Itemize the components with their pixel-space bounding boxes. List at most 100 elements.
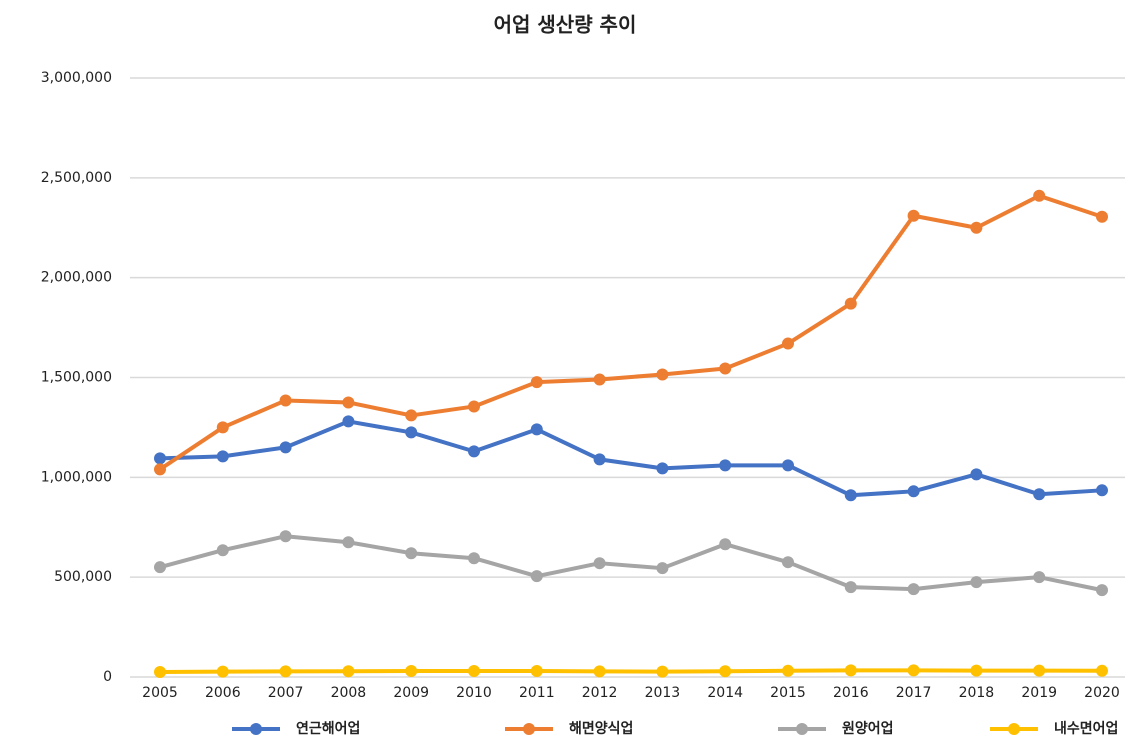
data-point <box>719 538 732 551</box>
chart-title: 어업 생산량 추이 <box>494 13 637 37</box>
legend-label: 해면양식업 <box>569 720 633 737</box>
data-point <box>154 666 166 679</box>
data-point <box>530 665 543 678</box>
legend-label: 내수면어업 <box>1054 720 1118 737</box>
x-tick-label: 2013 <box>645 685 681 701</box>
data-point <box>844 489 857 502</box>
series-line <box>159 668 1103 675</box>
data-point <box>279 665 292 678</box>
y-tick-label: 2,000,000 <box>41 270 112 286</box>
x-tick-label: 2009 <box>393 685 429 701</box>
data-point <box>782 337 794 350</box>
x-tick-label: 2017 <box>896 685 932 701</box>
data-point <box>405 547 418 560</box>
x-tick-label: 2015 <box>770 685 806 701</box>
data-point <box>1096 484 1108 497</box>
data-point <box>154 452 166 465</box>
data-point <box>405 665 418 678</box>
data-point <box>1096 584 1108 597</box>
x-tick-label: 2014 <box>707 685 743 701</box>
data-point <box>970 576 983 589</box>
data-point <box>405 426 418 439</box>
data-point <box>844 297 857 310</box>
data-point <box>970 664 983 677</box>
data-point <box>405 409 418 422</box>
x-tick-label: 2010 <box>456 685 492 701</box>
data-point <box>530 570 543 583</box>
data-point <box>719 362 732 375</box>
data-point <box>593 665 606 678</box>
data-point <box>782 664 794 677</box>
x-tick-label: 2005 <box>142 685 178 701</box>
series-line <box>159 419 1103 498</box>
data-point <box>1096 664 1108 677</box>
data-point <box>719 665 732 678</box>
y-tick-label: 1,500,000 <box>41 370 112 386</box>
legend-swatch-dot <box>796 723 808 735</box>
data-point <box>216 665 229 678</box>
y-tick-label: 0 <box>103 669 112 685</box>
series-line <box>159 534 1103 593</box>
data-point <box>154 561 166 574</box>
data-point <box>154 463 166 476</box>
data-point <box>530 423 543 436</box>
x-tick-label: 2020 <box>1084 685 1120 701</box>
y-tick-label: 500,000 <box>54 569 112 585</box>
data-point <box>844 581 857 594</box>
y-tick-label: 3,000,000 <box>41 70 112 86</box>
x-tick-label: 2016 <box>833 685 869 701</box>
data-point <box>216 544 229 557</box>
y-tick-label: 1,000,000 <box>41 469 112 485</box>
data-point <box>468 665 480 678</box>
x-tick-label: 2006 <box>205 685 241 701</box>
data-point <box>468 400 480 413</box>
data-point <box>593 557 606 570</box>
legend-label: 연근해어업 <box>296 720 360 737</box>
data-point <box>844 664 857 677</box>
legend-swatch-dot <box>523 723 535 735</box>
data-point <box>468 552 480 565</box>
data-point <box>1096 210 1108 223</box>
data-point <box>782 556 794 569</box>
data-point <box>907 583 920 596</box>
data-point <box>216 450 229 463</box>
data-point <box>656 562 669 575</box>
legend-label: 원양어업 <box>842 720 894 737</box>
x-tick-label: 2018 <box>959 685 995 701</box>
data-point <box>593 373 606 386</box>
data-point <box>1033 571 1046 584</box>
data-point <box>279 441 292 454</box>
data-point <box>656 462 669 475</box>
data-point <box>1033 488 1046 501</box>
y-tick-label: 2,500,000 <box>41 170 112 186</box>
data-point <box>342 396 355 409</box>
x-tick-label: 2019 <box>1021 685 1057 701</box>
data-point <box>1033 664 1046 677</box>
data-point <box>279 530 292 543</box>
data-point <box>907 485 920 498</box>
data-point <box>593 453 606 466</box>
series-line <box>158 193 1103 472</box>
data-point <box>468 445 480 458</box>
x-tick-label: 2012 <box>582 685 618 701</box>
data-point <box>719 459 732 472</box>
data-point <box>342 536 355 549</box>
data-point <box>970 221 983 234</box>
x-tick-label: 2007 <box>268 685 304 701</box>
data-point <box>907 209 920 222</box>
data-point <box>342 665 355 678</box>
legend-swatch-dot <box>1008 723 1020 735</box>
data-point <box>530 376 543 389</box>
data-point <box>342 415 355 428</box>
data-point <box>279 394 292 407</box>
data-point <box>1033 189 1046 202</box>
data-point <box>656 368 669 381</box>
legend-swatch-dot <box>250 723 262 735</box>
x-tick-label: 2008 <box>331 685 367 701</box>
data-point <box>216 421 229 434</box>
x-tick-label: 2011 <box>519 685 555 701</box>
data-point <box>656 665 669 678</box>
data-point <box>970 468 983 481</box>
data-point <box>782 459 794 472</box>
